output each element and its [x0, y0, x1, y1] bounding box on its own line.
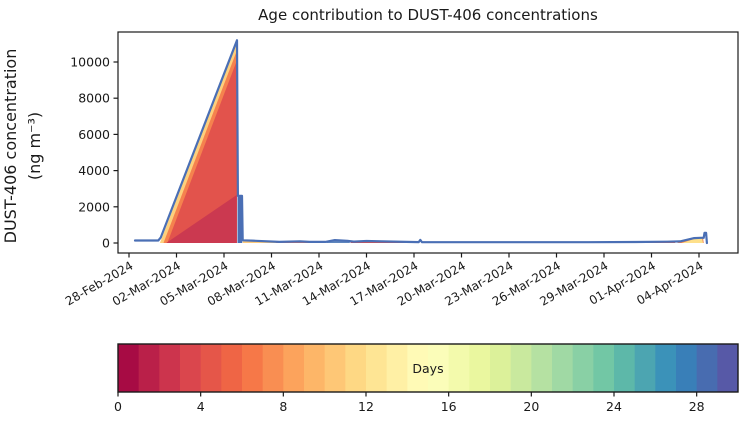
- y-tick-label: 2000: [78, 199, 110, 214]
- colorbar-segment: [448, 344, 470, 392]
- colorbar-segment: [221, 344, 243, 392]
- colorbar-segment: [324, 344, 346, 392]
- colorbar-segment: [717, 344, 739, 392]
- colorbar-segment: [469, 344, 491, 392]
- colorbar-tick-label: 16: [441, 399, 457, 414]
- colorbar-segment: [407, 344, 429, 392]
- colorbar-segment: [655, 344, 677, 392]
- colorbar-segment: [572, 344, 594, 392]
- colorbar-segment: [345, 344, 367, 392]
- colorbar-ticks: 0 4 8 12 16 20 24 28: [114, 392, 705, 414]
- y-tick-label: 4000: [78, 163, 110, 178]
- colorbar-segment: [242, 344, 264, 392]
- colorbar-segment: [428, 344, 450, 392]
- y-tick-label: 8000: [78, 91, 110, 106]
- colorbar-tick-label: 0: [114, 399, 122, 414]
- colorbar-segment: [386, 344, 408, 392]
- colorbar-segment: [138, 344, 160, 392]
- y-axis-label: DUST-406 concentration: [1, 49, 20, 244]
- y-tick-label: 6000: [78, 127, 110, 142]
- plot-border: [117, 31, 739, 254]
- area-layer-step-column: [237, 195, 243, 243]
- colorbar-segment: [200, 344, 222, 392]
- area-layer-triangle-red: [167, 60, 237, 244]
- colorbar-segment: [696, 344, 718, 392]
- y-tick-label: 10000: [70, 55, 110, 70]
- colorbar-segment: [490, 344, 512, 392]
- colorbar-tick-label: 20: [523, 399, 539, 414]
- colorbar-segment: [180, 344, 202, 392]
- concentration-line-path: [133, 39, 709, 245]
- area-layer-end-hill-yellow: [681, 238, 703, 243]
- colorbar-segments: [118, 344, 739, 392]
- chart-title: Age contribution to DUST-406 concentrati…: [258, 6, 598, 24]
- colorbar-segment: [283, 344, 305, 392]
- colorbar-segment: [304, 344, 326, 392]
- colorbar-label: Days: [412, 361, 443, 376]
- colorbar-segment: [676, 344, 698, 392]
- colorbar-tick-label: 24: [606, 399, 622, 414]
- y-axis-label-units: (ng m⁻³): [25, 112, 44, 180]
- colorbar-segment: [531, 344, 553, 392]
- concentration-line: [133, 39, 709, 245]
- colorbar-segment: [552, 344, 574, 392]
- colorbar-tick-label: 8: [279, 399, 287, 414]
- colorbar-segment: [159, 344, 181, 392]
- area-layer-triangle-dark-red: [166, 195, 237, 243]
- colorbar-tick-label: 12: [358, 399, 374, 414]
- x-axis-ticks: 28-Feb-202402-Mar-202405-Mar-202408-Mar-…: [63, 253, 705, 309]
- colorbar-segment: [634, 344, 656, 392]
- colorbar-tick-label: 28: [689, 399, 705, 414]
- colorbar-segment: [118, 344, 140, 392]
- colorbar-segment: [614, 344, 636, 392]
- colorbar-border: [117, 343, 739, 393]
- colorbar-tick-label: 4: [197, 399, 205, 414]
- y-tick-label: 0: [102, 236, 110, 251]
- colorbar-segment: [593, 344, 615, 392]
- colorbar-segment: [366, 344, 388, 392]
- colorbar-segment: [262, 344, 284, 392]
- colorbar-segment: [510, 344, 532, 392]
- y-axis-ticks: 0 2000 4000 6000 8000 10000: [70, 55, 118, 251]
